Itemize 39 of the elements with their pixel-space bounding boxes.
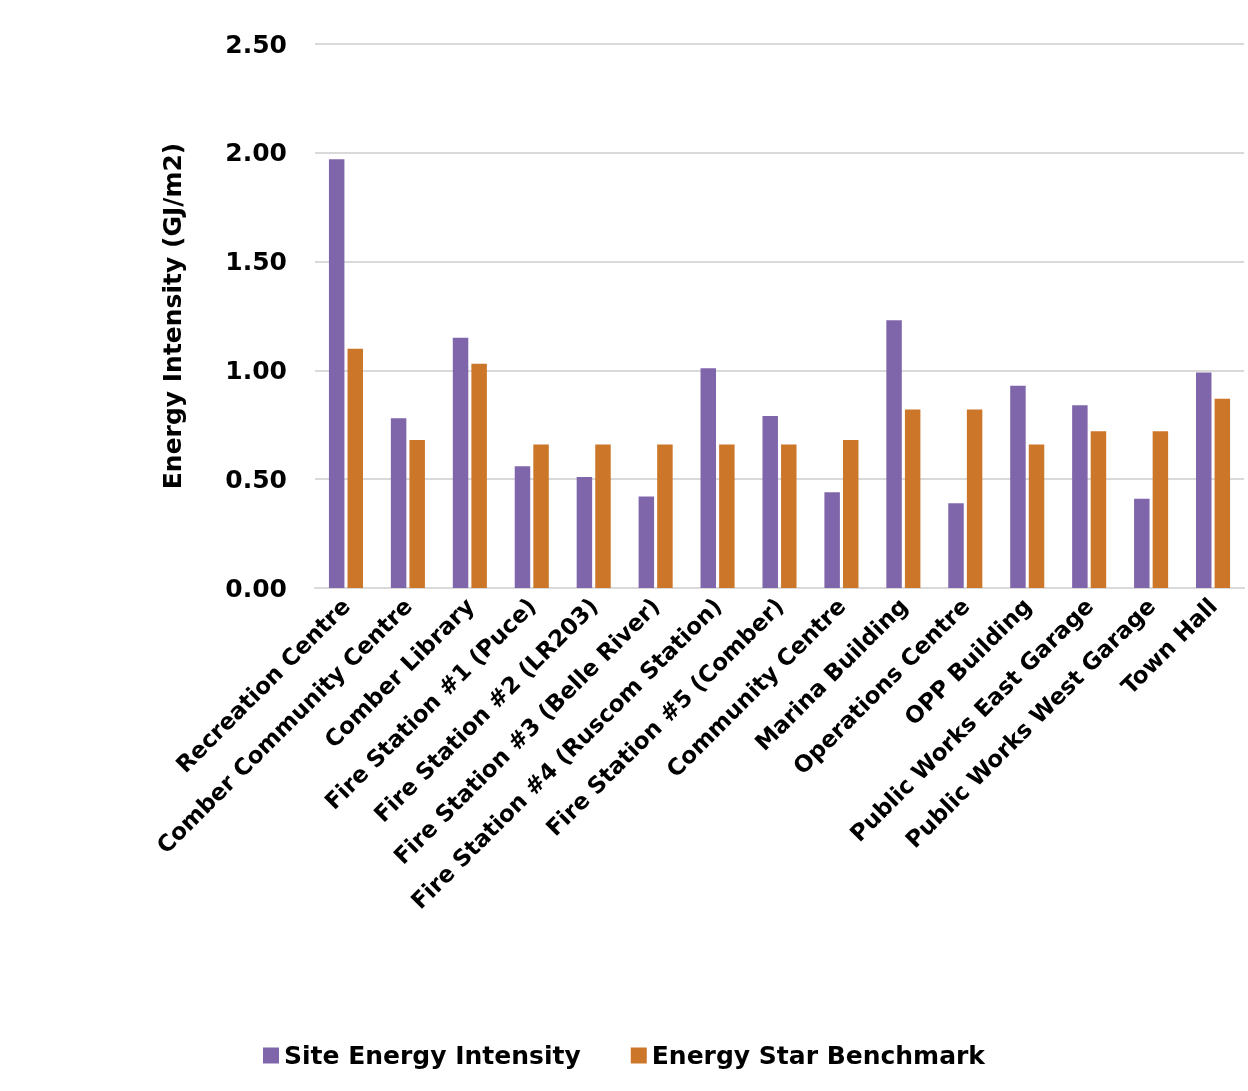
bar	[595, 444, 611, 588]
bar	[347, 348, 363, 588]
bar	[533, 444, 549, 588]
bar	[824, 492, 840, 588]
y-tick-label: 2.00	[225, 138, 287, 168]
bar	[700, 368, 717, 588]
bar	[719, 444, 735, 588]
bar	[657, 444, 673, 588]
bar	[514, 466, 531, 588]
bar	[762, 416, 778, 588]
bar	[1028, 444, 1045, 588]
y-tick-label: 0.00	[225, 573, 287, 603]
bar	[576, 477, 593, 588]
bar	[471, 363, 487, 588]
y-axis-title: Energy Intensity (GJ/m2)	[158, 142, 187, 490]
bar	[1196, 372, 1212, 588]
bar	[1214, 398, 1231, 588]
bar	[390, 418, 407, 588]
legend-label: Energy Star Benchmark	[651, 1041, 987, 1070]
bar	[966, 409, 983, 588]
bar	[638, 496, 655, 588]
legend-label: Site Energy Intensity	[284, 1041, 581, 1070]
bar	[452, 337, 469, 588]
y-tick-label: 2.50	[225, 29, 287, 59]
bar	[904, 409, 921, 588]
bar	[948, 503, 964, 588]
bar	[1010, 385, 1026, 588]
bar	[328, 159, 345, 588]
y-tick-label: 1.00	[225, 355, 287, 385]
bar	[409, 440, 425, 588]
bar	[1134, 498, 1150, 588]
bar	[1152, 431, 1169, 588]
bar	[1072, 405, 1088, 588]
bar	[1090, 431, 1107, 588]
bar	[781, 444, 797, 588]
y-tick-label: 1.50	[225, 247, 287, 277]
bar	[842, 440, 859, 588]
bar	[886, 320, 902, 588]
y-tick-label: 0.50	[225, 464, 287, 494]
